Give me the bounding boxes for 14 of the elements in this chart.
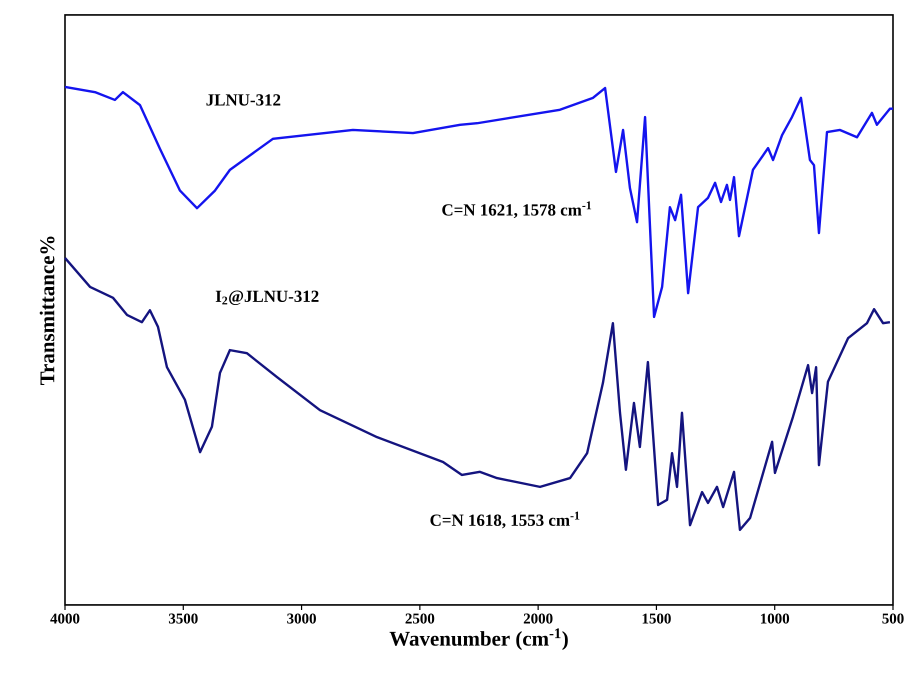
x-axis-title: Wavenumber (cm$^{-1}$) — [390, 628, 568, 650]
annotation: C=N 1621, 1578 cm$^{-1}$ — [442, 201, 592, 218]
x-tick-label: 3500 — [168, 614, 198, 624]
x-tick-label: 500 — [882, 614, 904, 624]
x-tick-label: 1000 — [760, 614, 790, 624]
x-tick-label: 4000 — [50, 614, 80, 624]
x-tick-label: 2500 — [406, 614, 434, 624]
annotation: C=N 1618, 1553 cm$^{-1}$ — [430, 512, 580, 528]
x-tick-label: 1500 — [642, 614, 671, 624]
x-tick-label: 2000 — [524, 614, 553, 624]
x-tick-label: 3000 — [287, 614, 316, 624]
series-label: JLNU-312 — [206, 94, 280, 106]
text: I$_{2}$@JLNU-312 — [216, 290, 318, 306]
y-axis-title: Transmittance% — [40, 236, 54, 385]
